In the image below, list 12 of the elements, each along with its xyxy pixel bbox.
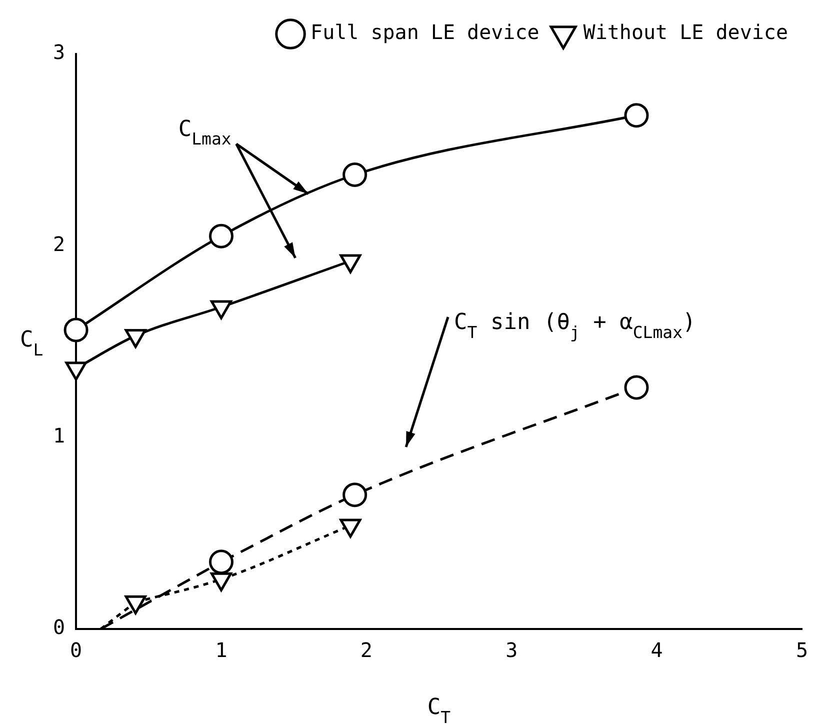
x-tick-label: 2 [360,638,372,662]
y-tick-label: 1 [52,424,66,448]
legend-label: Full span LE device [310,20,540,44]
legend-label: Without LE device [583,20,788,44]
x-tick-label: 4 [650,638,663,662]
y-tick-label: 0 [52,615,66,640]
x-tick-label: 0 [70,638,82,662]
x-tick-label: 5 [796,638,808,662]
x-tick-label: 1 [215,638,228,662]
y-tick-label: 3 [52,40,66,64]
x-tick-label: 3 [506,638,518,662]
y-tick-label: 2 [52,232,66,256]
